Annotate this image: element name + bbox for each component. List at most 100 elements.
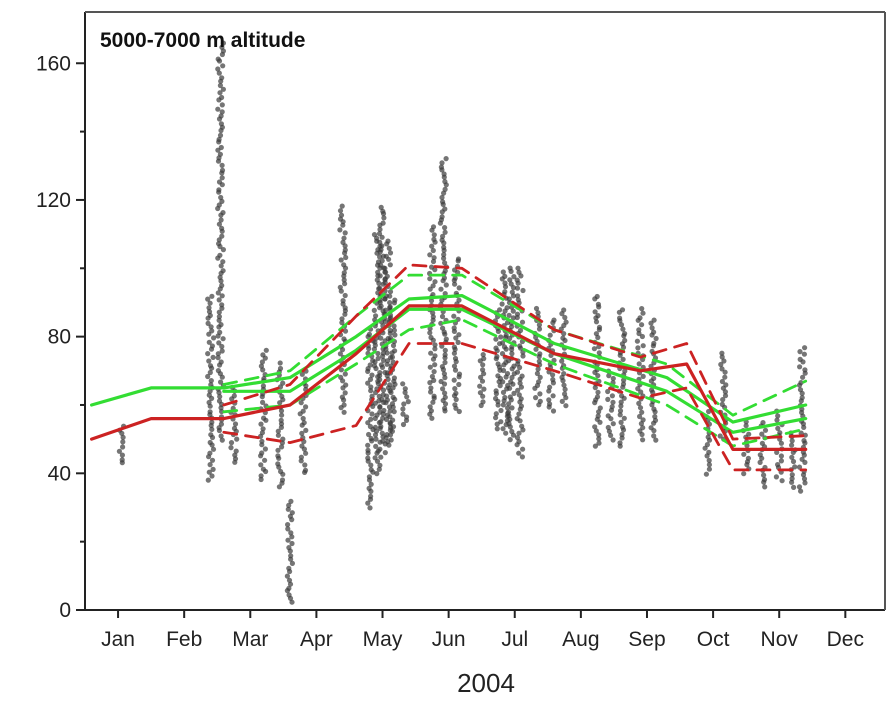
scatter-point (651, 375, 657, 381)
scatter-point (337, 227, 343, 233)
scatter-point (550, 372, 556, 378)
scatter-point (367, 505, 373, 511)
scatter-point (596, 432, 602, 438)
scatter-point (546, 397, 552, 403)
scatter-point (438, 164, 444, 170)
scatter-point (451, 377, 457, 383)
scatter-point (652, 414, 658, 420)
scatter-point (339, 320, 345, 326)
scatter-point (404, 394, 410, 400)
scatter-column (773, 408, 785, 484)
scatter-column (437, 156, 449, 414)
scatter-point (391, 409, 397, 415)
scatter-point (400, 381, 406, 387)
scatter-point (337, 208, 344, 214)
scatter-point (368, 462, 374, 468)
scatter-point (706, 466, 713, 472)
scatter-point (500, 367, 507, 374)
scatter-point (379, 430, 385, 436)
scatter-point (375, 355, 381, 361)
scatter-point (452, 355, 459, 362)
scatter-point (432, 362, 438, 368)
scatter-point (383, 269, 389, 275)
scatter-point (560, 335, 566, 341)
scatter-point (559, 398, 565, 404)
scatter-point (759, 431, 765, 437)
scatter-point (378, 423, 384, 430)
scatter-point (217, 274, 223, 280)
scatter-point (746, 431, 752, 437)
scatter-point (258, 473, 264, 479)
scatter-point (217, 394, 223, 400)
scatter-point (500, 269, 506, 275)
scatter-point (494, 426, 500, 432)
scatter-point (762, 427, 769, 433)
scatter-point (215, 106, 221, 112)
scatter-point (562, 314, 568, 321)
scatter-point (278, 417, 284, 423)
scatter-point (562, 391, 568, 397)
scatter-point (477, 383, 483, 389)
scatter-point (368, 384, 374, 390)
scatter-point (286, 565, 292, 571)
scatter-point (380, 438, 386, 444)
scatter-point (387, 250, 394, 256)
scatter-point (636, 361, 642, 367)
scatter-point (442, 225, 448, 231)
scatter-point (373, 313, 379, 319)
scatter-point (208, 324, 214, 330)
scatter-point (517, 343, 523, 349)
scatter-point (493, 395, 499, 402)
scatter-point (608, 432, 614, 438)
scatter-point (278, 468, 284, 475)
scatter-point (622, 331, 628, 337)
scatter-point (510, 308, 516, 314)
scatter-point (205, 320, 211, 326)
scatter-point (119, 457, 125, 463)
scatter-point (518, 403, 525, 409)
scatter-point (798, 430, 804, 436)
scatter-point (651, 340, 657, 346)
scatter-point (520, 353, 526, 359)
scatter-point (620, 424, 626, 430)
scatter-point (386, 245, 392, 251)
scatter-point (338, 212, 345, 218)
scatter-point (508, 281, 514, 287)
scatter-point (377, 377, 383, 383)
scatter-point (427, 326, 433, 332)
scatter-point (218, 322, 224, 328)
scatter-point (494, 353, 500, 360)
scatter-point (651, 329, 657, 335)
scatter-point (762, 484, 768, 490)
scatter-point (442, 375, 448, 381)
scatter-point (442, 179, 448, 185)
scatter-point (495, 373, 501, 379)
scatter-point (618, 399, 624, 405)
scatter-point (342, 247, 348, 253)
scatter-column (337, 203, 349, 415)
scatter-point (279, 444, 285, 450)
scatter-point (704, 442, 711, 448)
scatter-point (597, 405, 603, 411)
scatter-point (595, 413, 601, 419)
scatter-point (388, 437, 394, 443)
scatter-point (516, 430, 522, 436)
scatter-point (259, 438, 265, 444)
scatter-point (216, 314, 222, 320)
scatter-point (634, 338, 641, 344)
scatter-point (378, 262, 384, 268)
scatter-point (798, 380, 804, 386)
scatter-point (519, 373, 525, 379)
scatter-point (218, 421, 224, 427)
scatter-point (286, 592, 292, 598)
scatter-point (431, 232, 437, 238)
scatter-point (759, 440, 766, 446)
scatter-point (618, 419, 624, 425)
scatter-point (595, 313, 601, 319)
scatter-point (380, 357, 387, 363)
scatter-point (372, 359, 378, 365)
scatter-point (207, 450, 213, 456)
scatter-point (303, 427, 309, 433)
scatter-point (218, 379, 224, 385)
scatter-point (277, 365, 284, 372)
